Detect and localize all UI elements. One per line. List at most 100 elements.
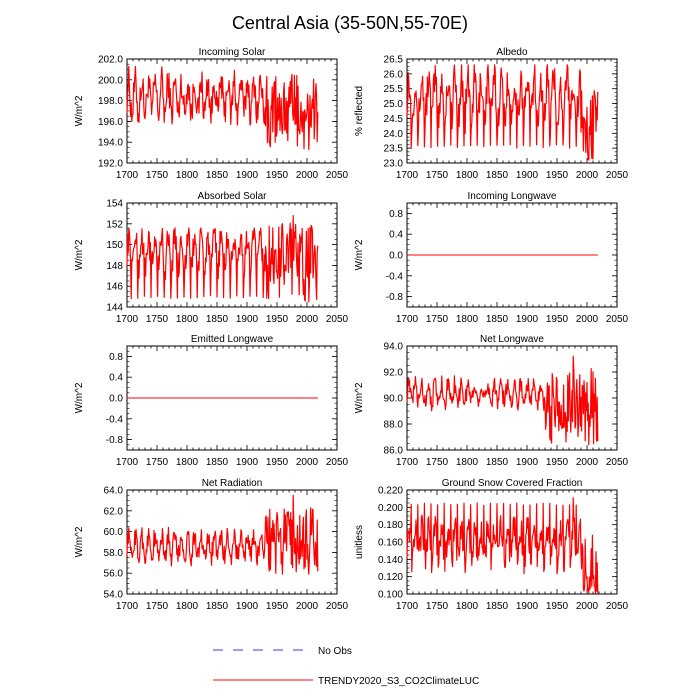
x-tick-label: 1900 [236,457,259,468]
legend-model-label: TRENDY2020_S3_CO2ClimateLUC [318,676,479,687]
panel-absorbed-solar: Absorbed Solar W/m^2 1700 1750 1800 1850 1900 1… [74,191,349,325]
x-tick-label: 2050 [606,601,629,612]
x-tick-label: 1950 [546,457,569,468]
x-tick-label: 2050 [326,601,349,612]
x-tick-label: 2000 [576,457,599,468]
panel-net-longwave: Net Longwave W/m^2 1700 1750 1800 1850 1900 195… [354,334,629,468]
x-tick-label: 1700 [116,170,139,181]
y-axis-label: W/m^2 [354,239,365,270]
y-tick-label: 154 [106,199,123,210]
panel-title: Incoming Solar [199,47,266,58]
x-tick-label: 1800 [176,457,199,468]
y-tick-label: 26.5 [384,55,404,66]
series-line-model [126,214,319,303]
x-tick-label: 1700 [396,314,419,325]
y-tick-label: 26.0 [384,69,404,80]
y-tick-label: 0.4 [109,373,123,384]
y-axis-label: W/m^2 [74,382,85,413]
y-tick-label: 0.4 [389,230,403,241]
y-tick-label: -0.4 [386,271,404,282]
y-tick-label: 90.0 [384,394,404,405]
x-tick-label: 2050 [326,314,349,325]
panel-title: Ground Snow Covered Fraction [442,478,583,489]
y-tick-label: 0.0 [109,394,123,405]
panel-ground-snow-covered-fraction: Ground Snow Covered Fraction unitless 1700… [354,478,629,612]
x-tick-label: 1750 [146,170,169,181]
y-tick-label: 152 [106,219,123,230]
series-line-model [126,65,319,151]
figure-title: Central Asia (35-50N,55-70E) [232,13,468,33]
x-tick-label: 1900 [516,601,539,612]
y-axis-label: % reflected [354,86,365,136]
x-tick-label: 1700 [396,457,419,468]
panel-title: Albedo [496,47,528,58]
panel-title: Net Radiation [202,478,263,489]
y-tick-label: 146 [106,282,123,293]
y-tick-label: 58.0 [104,548,124,559]
y-tick-label: 0.160 [378,538,403,549]
x-tick-label: 1950 [546,314,569,325]
y-tick-label: 192.0 [98,159,123,170]
y-tick-label: 150 [106,240,123,251]
y-axis-label: W/m^2 [74,95,85,126]
y-tick-label: 86.0 [384,446,404,457]
x-tick-label: 1900 [516,314,539,325]
x-tick-label: 1950 [266,601,289,612]
panel-net-radiation: Net Radiation W/m^2 1700 1750 1800 1850 1900 19… [74,478,349,612]
y-tick-label: -0.4 [106,414,124,425]
x-tick-label: 2050 [326,170,349,181]
y-tick-label: 88.0 [384,420,404,431]
x-tick-label: 1950 [266,170,289,181]
y-tick-label: 202.0 [98,55,123,66]
panel-incoming-longwave: Incoming Longwave W/m^2 1700 1750 1800 1850 19… [354,191,629,325]
x-tick-label: 1700 [116,314,139,325]
y-tick-label: 56.0 [104,569,124,580]
x-tick-label: 1900 [516,170,539,181]
x-tick-label: 2050 [606,457,629,468]
x-tick-label: 2000 [296,170,319,181]
y-tick-label: 0.8 [109,352,123,363]
x-tick-label: 1800 [456,457,479,468]
x-tick-label: 1750 [426,170,449,181]
panel-incoming-solar: Incoming Solar W/m^2 1700 1750 1800 1850 1900 1… [74,47,349,181]
x-tick-label: 1700 [396,601,419,612]
y-tick-label: 64.0 [104,486,124,497]
x-tick-label: 1750 [146,457,169,468]
x-tick-label: 1850 [486,170,509,181]
x-tick-label: 1750 [146,601,169,612]
x-tick-label: 2000 [296,601,319,612]
y-axis-label: unitless [354,525,365,559]
panel-title: Emitted Longwave [191,334,274,345]
y-tick-label: 24.0 [384,129,404,140]
x-tick-label: 2000 [296,314,319,325]
y-tick-label: 60.0 [104,527,124,538]
panels: Incoming Solar W/m^2 1700 1750 1800 1850 1900 1… [74,47,629,612]
series-line-model [126,494,319,575]
plot-frame [126,58,338,164]
y-tick-label: 148 [106,261,123,272]
x-tick-label: 1700 [396,170,419,181]
y-tick-label: 25.5 [384,84,404,95]
x-tick-label: 1750 [426,314,449,325]
x-tick-label: 2000 [576,314,599,325]
x-tick-label: 1850 [206,170,229,181]
panel-emitted-longwave: Emitted Longwave W/m^2 1700 1750 1800 1850 190… [74,334,349,468]
y-tick-label: 24.5 [384,114,404,125]
x-tick-label: 1850 [206,457,229,468]
x-tick-label: 2000 [296,457,319,468]
x-tick-label: 1800 [176,314,199,325]
y-tick-label: 0.200 [378,503,403,514]
x-tick-label: 1750 [146,314,169,325]
x-tick-label: 1900 [236,601,259,612]
y-tick-label: 23.0 [384,159,404,170]
y-tick-label: 0.0 [389,251,403,262]
y-tick-label: 0.220 [378,486,403,497]
x-tick-label: 1800 [456,601,479,612]
x-tick-label: 1950 [546,601,569,612]
y-tick-label: 0.140 [378,555,403,566]
x-tick-label: 1900 [236,314,259,325]
x-tick-label: 1800 [456,170,479,181]
x-tick-label: 1950 [546,170,569,181]
y-tick-label: 0.120 [378,572,403,583]
